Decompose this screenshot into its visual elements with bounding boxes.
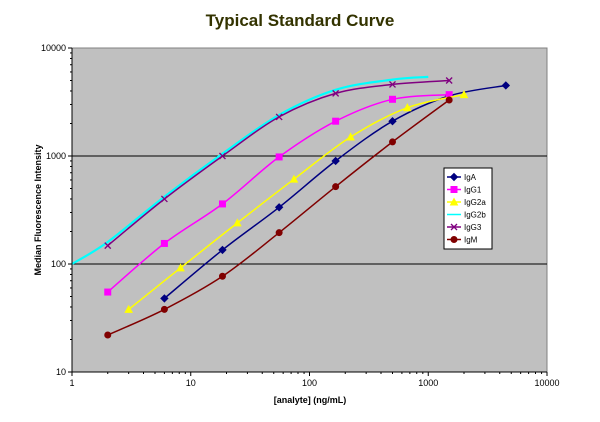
data-point-igg2a [459, 90, 469, 99]
series-line-igg2b [71, 75, 429, 265]
data-point-igg1 [389, 95, 397, 103]
x-axis-label: [analyte] (ng/mL) [273, 395, 347, 405]
data-point-igg3-stroke [275, 113, 283, 121]
data-point-igg3-stroke [160, 195, 168, 203]
legend-entry-igg2b: IgG2b [447, 211, 486, 220]
legend-label: IgG2b [464, 211, 486, 220]
data-point-igg2a [289, 174, 299, 183]
data-point-igg3-stroke [104, 242, 112, 250]
data-point-iga [331, 156, 340, 166]
x-tick-label: 100 [302, 378, 317, 388]
data-point-iga [501, 81, 511, 90]
data-point-igm [275, 229, 283, 237]
data-point-igg2a [176, 263, 185, 272]
legend-entry-iga: IgA [447, 172, 477, 182]
data-point-igg3-stroke [445, 77, 453, 84]
x-tick-label: 10000 [534, 378, 559, 388]
data-point-igg3 [104, 242, 112, 250]
x-tick-label: 10 [186, 378, 196, 388]
legend-swatch-marker [449, 172, 459, 182]
legend-label: IgG2a [464, 198, 486, 207]
data-point-igg3 [275, 113, 283, 121]
legend-entry-igg1: IgG1 [447, 186, 482, 195]
data-point-igg3 [332, 89, 340, 97]
legend-swatch-marker [450, 186, 458, 193]
data-point-iga [388, 116, 397, 126]
data-point-igm [445, 96, 453, 104]
data-point-igg3 [389, 80, 396, 88]
data-point-iga [218, 245, 227, 255]
data-point-igg3-stroke [389, 80, 396, 88]
y-tick-label: 10000 [41, 43, 66, 53]
data-point-igg3-stroke [332, 89, 340, 97]
y-tick-label: 10 [56, 367, 66, 377]
legend-label: IgM [464, 236, 478, 245]
legend-entry-igg2a: IgG2a [447, 197, 486, 207]
x-tick-label: 1000 [418, 378, 438, 388]
y-tick-label: 1000 [46, 151, 66, 161]
data-point-igg3 [445, 77, 453, 84]
data-point-igg1 [332, 117, 340, 125]
chart-title: Typical Standard Curve [205, 11, 395, 30]
data-point-igg1 [218, 200, 226, 208]
data-point-iga [274, 203, 284, 212]
series-igg2a [124, 90, 469, 313]
x-tick-label: 1 [69, 378, 74, 388]
data-point-igg3 [219, 152, 226, 160]
legend-swatch-marker [450, 223, 458, 231]
data-point-igm [104, 331, 112, 339]
data-point-igg1 [275, 153, 283, 161]
data-point-iga [160, 294, 169, 303]
series-igg2b [71, 75, 429, 265]
data-point-igg1 [104, 288, 112, 296]
legend-swatch-marker [450, 236, 458, 243]
legend-label: IgG3 [464, 223, 482, 232]
data-point-igg2a [403, 103, 412, 112]
legend-swatch-marker-stroke [450, 223, 458, 231]
legend-swatch-marker [449, 197, 459, 206]
legend-label: IgG1 [464, 186, 482, 195]
series-igg1 [104, 91, 453, 296]
legend-box [443, 167, 493, 250]
legend-label: IgA [464, 173, 477, 182]
data-point-igm [218, 272, 226, 280]
series-igm [104, 96, 453, 339]
data-point-igg2a [346, 132, 355, 141]
data-point-igg1 [160, 239, 168, 247]
data-point-igm [389, 138, 397, 146]
data-point-igg2a [233, 218, 242, 227]
data-point-igm [332, 183, 340, 191]
data-point-igm [160, 305, 168, 313]
data-point-igg2a [124, 304, 133, 313]
data-point-igg3 [160, 195, 168, 203]
series-igg3 [104, 77, 453, 250]
legend-entry-igg3: IgG3 [447, 223, 482, 232]
legend-entry-igm: IgM [447, 236, 478, 245]
y-tick-label: 100 [51, 259, 66, 269]
data-point-igg3-stroke [219, 152, 226, 160]
